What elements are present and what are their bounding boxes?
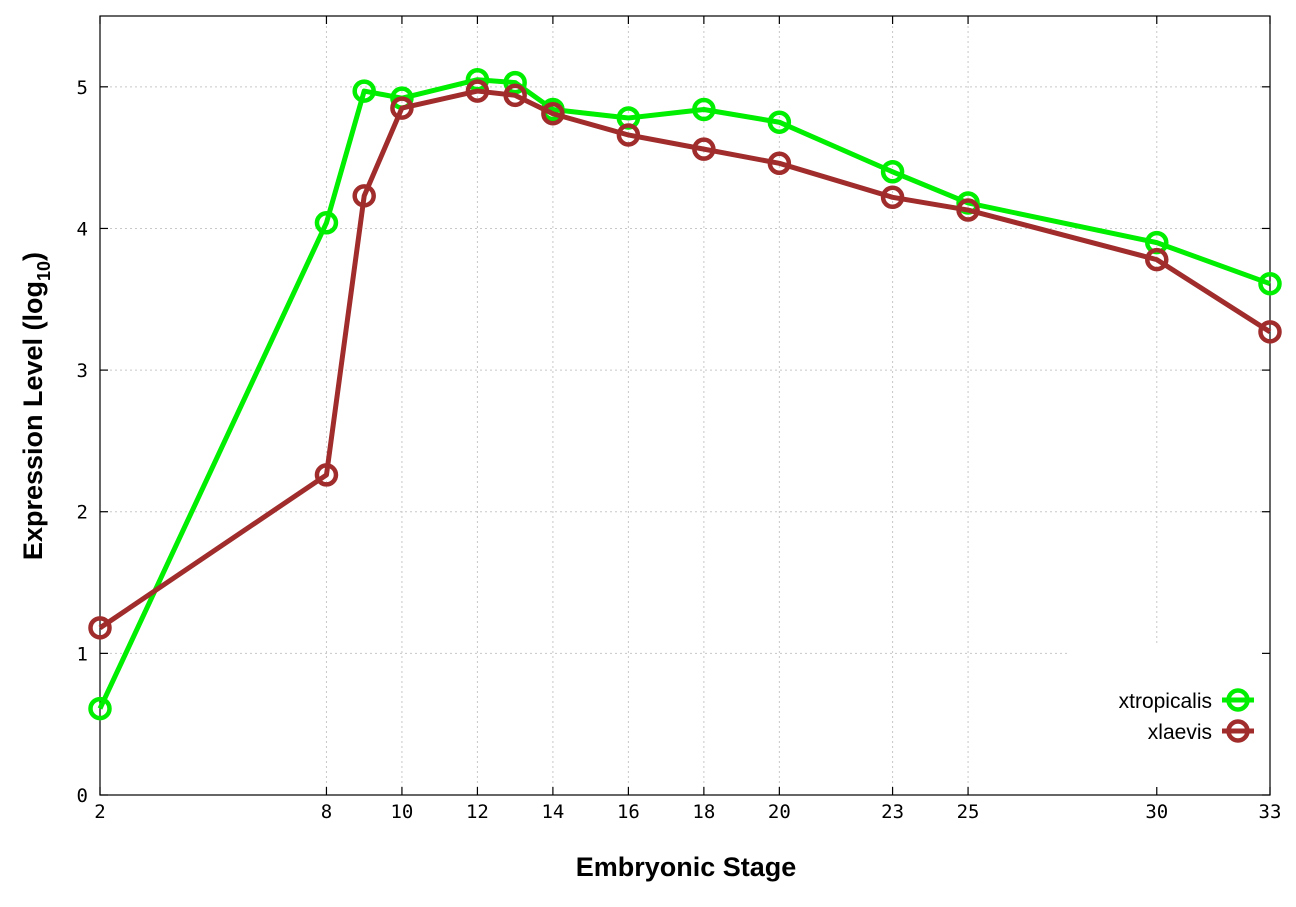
x-tick-label: 20 bbox=[768, 801, 791, 823]
data-point-xlaevis bbox=[390, 96, 414, 120]
x-tick-label: 8 bbox=[321, 801, 332, 823]
data-point-xlaevis bbox=[1258, 320, 1282, 344]
y-axis-title-main: Expression Level (log bbox=[18, 281, 48, 560]
data-point-xlaevis bbox=[352, 184, 376, 208]
plot-area-border bbox=[99, 15, 1271, 796]
x-tick-label: 33 bbox=[1259, 801, 1282, 823]
data-point-xlaevis bbox=[692, 137, 716, 161]
data-point-xlaevis bbox=[767, 151, 792, 176]
data-point-xtropicalis bbox=[352, 79, 376, 103]
legend-swatch-marker bbox=[1226, 719, 1250, 743]
data-point-xlaevis bbox=[616, 123, 641, 147]
x-tick-label: 14 bbox=[541, 801, 564, 823]
x-tick-label: 10 bbox=[390, 801, 413, 823]
legend: xtropicalis xlaevis bbox=[1119, 688, 1254, 744]
x-tick-label: 25 bbox=[957, 801, 980, 823]
data-point-xlaevis bbox=[314, 463, 339, 487]
data-point-xlaevis bbox=[956, 198, 980, 222]
x-tick-label: 18 bbox=[692, 801, 715, 823]
data-point-xlaevis bbox=[1145, 247, 1169, 272]
y-axis-title-subscript: 10 bbox=[34, 261, 54, 281]
y-tick-label: 4 bbox=[77, 218, 88, 240]
y-tick-label: 3 bbox=[77, 360, 88, 382]
data-point-xtropicalis bbox=[314, 211, 339, 235]
legend-label: xtropicalis bbox=[1119, 690, 1212, 713]
data-point-xtropicalis bbox=[692, 97, 716, 122]
data-point-xlaevis bbox=[465, 79, 490, 103]
x-tick-label: 30 bbox=[1145, 801, 1168, 823]
y-tick-label: 0 bbox=[77, 785, 88, 807]
data-point-xtropicalis bbox=[767, 110, 792, 134]
series-line-xlaevis bbox=[98, 88, 1272, 630]
data-point-xlaevis bbox=[880, 185, 905, 210]
x-axis-title: Embryonic Stage bbox=[576, 852, 797, 882]
data-point-xlaevis bbox=[503, 83, 527, 108]
data-point-xlaevis bbox=[541, 101, 565, 126]
data-point-xtropicalis bbox=[880, 160, 905, 184]
y-tick-label: 1 bbox=[77, 643, 88, 665]
legend-swatch-marker bbox=[1226, 688, 1250, 712]
y-axis-title-end: ) bbox=[18, 252, 48, 261]
series-xtropicalis bbox=[88, 67, 1282, 721]
x-tick-label: 16 bbox=[617, 801, 640, 823]
grid-lines bbox=[100, 16, 1270, 795]
x-tick-label: 12 bbox=[466, 801, 489, 823]
y-tick-label: 5 bbox=[77, 77, 88, 99]
series-line-xtropicalis bbox=[97, 77, 1271, 710]
legend-entry-xlaevis: xlaevis bbox=[1148, 719, 1254, 744]
data-point-xtropicalis bbox=[1258, 271, 1282, 296]
series-group bbox=[88, 67, 1282, 721]
x-tick-label: 23 bbox=[881, 801, 904, 823]
x-tick-label: 2 bbox=[94, 801, 105, 823]
data-point-xtropicalis bbox=[88, 696, 112, 721]
series-xlaevis bbox=[88, 79, 1282, 640]
y-tick-label: 2 bbox=[77, 502, 88, 524]
legend-label: xlaevis bbox=[1148, 721, 1212, 744]
data-point-xtropicalis bbox=[503, 70, 527, 95]
data-point-xlaevis bbox=[88, 616, 112, 640]
legend-entry-xtropicalis: xtropicalis bbox=[1119, 688, 1254, 713]
y-axis-title: Expression Level (log10) bbox=[18, 252, 54, 560]
